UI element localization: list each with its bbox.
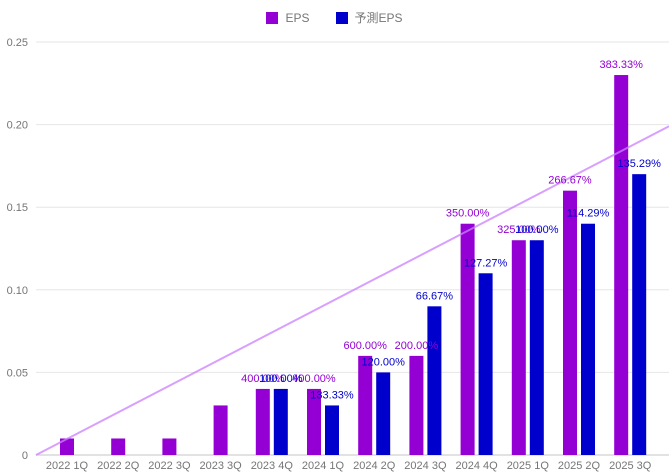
x-tick-label: 2024 2Q — [353, 460, 396, 472]
forecast-eps-value-label: 66.67% — [416, 290, 454, 302]
x-tick-label: 2022 3Q — [148, 460, 191, 472]
y-tick-label: 0.25 — [7, 37, 28, 49]
eps-bar-2025-3Q[interactable] — [614, 75, 629, 455]
eps-value-label: 350.00% — [446, 208, 490, 220]
y-tick-label: 0.05 — [7, 367, 28, 379]
forecast-eps-value-label: 120.00% — [361, 356, 405, 368]
eps-value-label: 266.67% — [548, 175, 592, 187]
forecast-eps-value-label: 133.33% — [310, 389, 354, 401]
x-tick-label: 2025 3Q — [609, 460, 652, 472]
eps-bar-2022-1Q[interactable] — [60, 438, 74, 455]
forecast-eps-value-label: 100.00% — [259, 373, 303, 385]
x-tick-label: 2023 4Q — [251, 460, 294, 472]
eps-bar-2022-2Q[interactable] — [111, 438, 126, 455]
eps-value-label: 200.00% — [395, 340, 439, 352]
x-tick-label: 2024 4Q — [455, 460, 498, 472]
forecast-eps-value-label: 114.29% — [567, 208, 610, 220]
eps-bar-2023-4Q[interactable] — [255, 388, 270, 455]
eps-value-label: 325.00% — [497, 224, 541, 236]
x-tick-label: 2022 2Q — [97, 460, 140, 472]
x-tick-label: 2024 1Q — [302, 460, 345, 472]
eps-bar-2023-3Q[interactable] — [213, 405, 228, 455]
eps-legend-swatch — [266, 11, 279, 24]
forecast-eps-bar-2024-3Q[interactable] — [427, 306, 442, 455]
x-tick-label: 2022 1Q — [46, 460, 89, 472]
x-tick-label: 2024 3Q — [404, 460, 447, 472]
eps-bar-2024-4Q[interactable] — [460, 223, 475, 455]
y-tick-label: 0.10 — [7, 285, 28, 297]
forecast-eps-value-label: 127.27% — [464, 257, 508, 269]
legend-item-forecast-eps[interactable]: 予測EPS — [335, 9, 403, 26]
eps-value-label: 400.00% — [241, 373, 285, 385]
eps-bar-2024-1Q[interactable] — [307, 388, 321, 455]
eps-bar-2024-2Q[interactable] — [358, 355, 373, 455]
forecast-eps-bar-2024-4Q[interactable] — [478, 273, 493, 455]
eps-bar-2022-3Q[interactable] — [162, 438, 177, 455]
forecast-eps-value-label: 135.29% — [617, 158, 661, 170]
forecast-eps-legend-swatch — [335, 11, 348, 24]
forecast-eps-bar-2025-2Q[interactable] — [581, 223, 595, 455]
legend-item-eps[interactable]: EPS — [266, 10, 310, 25]
eps-value-label: 383.33% — [599, 59, 643, 71]
y-tick-label: 0 — [22, 450, 28, 462]
forecast-eps-bar-2024-1Q[interactable] — [325, 405, 339, 455]
y-tick-label: 0.20 — [7, 120, 28, 132]
forecast-eps-bar-2025-1Q[interactable] — [529, 240, 544, 455]
eps-value-label: 600.00% — [343, 340, 387, 352]
x-tick-label: 2025 2Q — [558, 460, 601, 472]
forecast-eps-legend-label: 予測EPS — [354, 11, 403, 25]
forecast-eps-bar-2023-4Q[interactable] — [273, 388, 288, 455]
forecast-eps-bar-2024-2Q[interactable] — [376, 372, 391, 455]
y-tick-label: 0.15 — [7, 202, 28, 214]
x-tick-label: 2025 1Q — [507, 460, 550, 472]
eps-bar-2025-1Q[interactable] — [511, 240, 526, 455]
trend-line — [35, 125, 669, 456]
x-tick-label: 2023 3Q — [199, 460, 242, 472]
forecast-eps-bar-2025-3Q[interactable] — [632, 174, 647, 455]
eps-bar-2024-3Q[interactable] — [409, 355, 424, 455]
eps-bar-2025-2Q[interactable] — [563, 190, 577, 455]
eps-legend-label: EPS — [285, 10, 310, 25]
eps-value-label: 400.00% — [292, 373, 336, 385]
chart-legend: EPS 予測EPS — [0, 9, 669, 26]
forecast-eps-value-label: 100.00% — [515, 224, 559, 236]
